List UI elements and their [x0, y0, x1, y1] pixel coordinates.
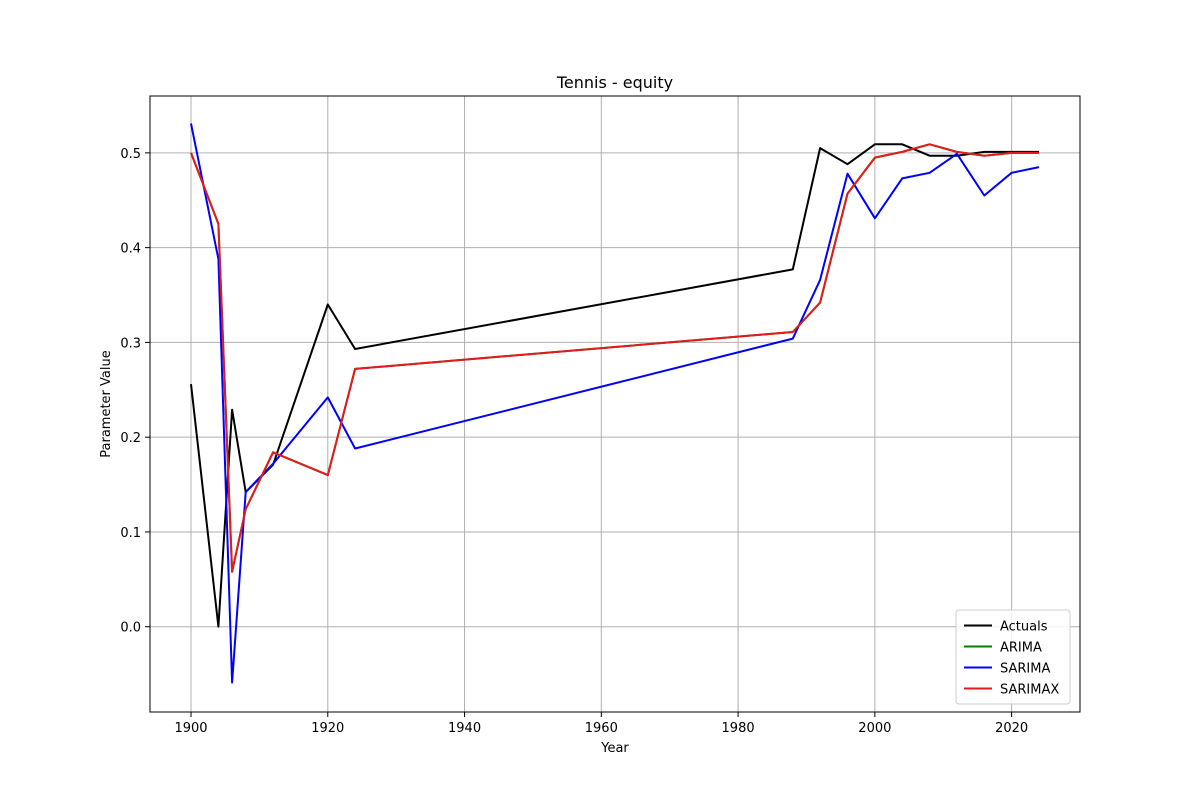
y-tick-label: 0.1 [120, 526, 141, 541]
x-tick-label: 2000 [858, 721, 891, 736]
x-tick-label: 1980 [722, 721, 755, 736]
y-tick-label: 0.0 [120, 621, 141, 636]
x-tick-label: 1900 [174, 721, 207, 736]
series-line-sarima [190, 123, 1040, 684]
chart-title: Tennis - equity [556, 73, 673, 92]
series-line-actuals [190, 143, 1039, 628]
legend-label-actuals: Actuals [1000, 620, 1048, 635]
axis-ticks: 1900 1920 1940 1960 1980 2000 2020 0.0 0.1 0.2 0.3… [120, 147, 1028, 736]
series-line-sarimax [190, 143, 1039, 573]
x-tick-label: 1920 [311, 721, 344, 736]
y-tick-label: 0.2 [120, 431, 141, 446]
x-axis-title: Year [600, 741, 629, 756]
plot-lines [190, 123, 1040, 684]
legend-box [955, 609, 1071, 705]
y-tick-label: 0.3 [120, 336, 141, 351]
grid [150, 96, 1080, 712]
legend-label-arima: ARIMA [1000, 641, 1042, 656]
x-tick-label: 1940 [448, 721, 481, 736]
y-tick-label: 0.5 [120, 147, 141, 162]
x-tick-label: 2020 [995, 721, 1028, 736]
legend-label-sarima: SARIMA [1000, 662, 1050, 677]
legend-label-sarimax: SARIMAX [1000, 683, 1059, 698]
plot-frame [149, 95, 1081, 713]
y-axis-title: Parameter Value [99, 350, 114, 457]
legend: Actuals ARIMA SARIMA SARIMAX [955, 609, 1071, 705]
x-tick-label: 1960 [585, 721, 618, 736]
y-tick-label: 0.4 [120, 242, 141, 257]
